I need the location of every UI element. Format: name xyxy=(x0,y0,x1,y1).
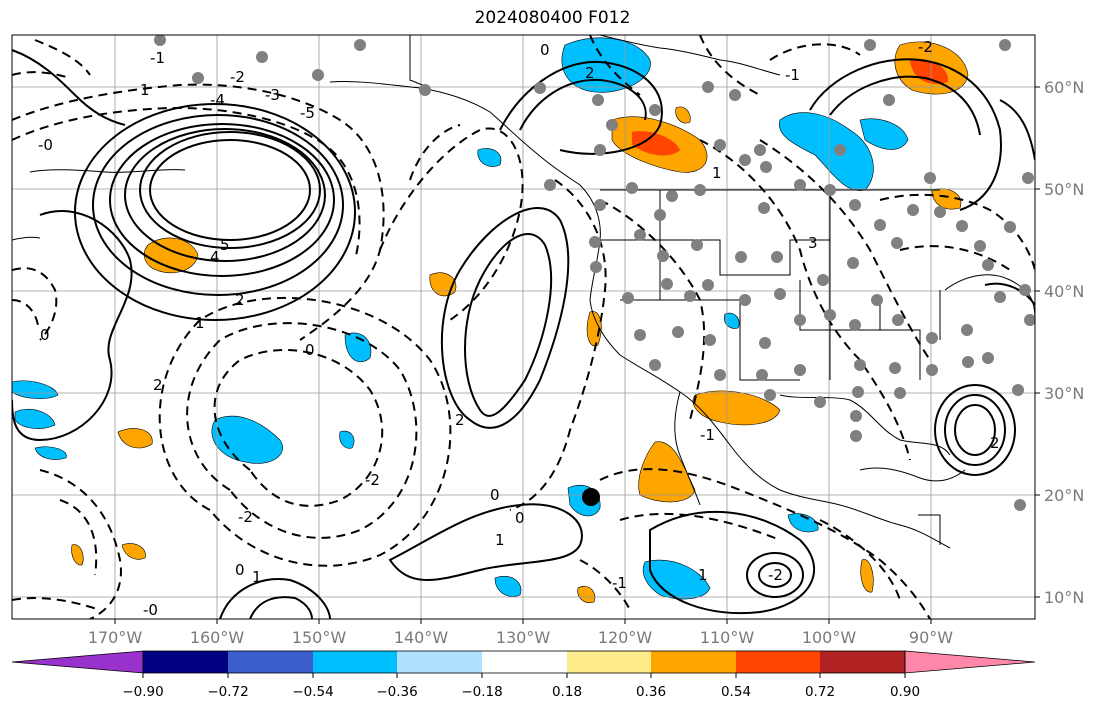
contour-label: 0 xyxy=(235,561,245,579)
contour-label: 2 xyxy=(153,376,163,394)
latitude-labels: 60°N 50°N 40°N 30°N 20°N 10°N xyxy=(1044,78,1084,607)
contour-label: 2 xyxy=(990,434,1000,452)
colorbar-segment xyxy=(143,651,228,673)
colorbar-tick-label: −0.72 xyxy=(207,684,248,700)
colorbar-tick-label: −0.36 xyxy=(376,684,417,700)
contour-label: 3 xyxy=(808,234,818,252)
lat-label: 20°N xyxy=(1044,486,1084,505)
contour-label: 1 xyxy=(140,81,150,99)
contour-label: 0 xyxy=(515,509,525,527)
contour-labels: 0 -1 -2 -3 -4 -5 1 2 4 5 -0 0 1 2 0 1 2 … xyxy=(38,38,1000,619)
colorbar-tick-label: 0.54 xyxy=(721,684,751,700)
contour-label: -1 xyxy=(785,66,800,84)
lat-label: 60°N xyxy=(1044,78,1084,97)
lon-label: 160°W xyxy=(190,628,245,647)
colorbar-segment xyxy=(482,651,567,673)
colorbar-tick-label: 0.36 xyxy=(636,684,666,700)
contour-label: 2 xyxy=(455,411,465,429)
colorbar-segment xyxy=(228,651,313,673)
contour-label: 1 xyxy=(495,531,505,549)
contour-label: -1 xyxy=(612,574,627,592)
map-plot-area: 0 -1 -2 -3 -4 -5 1 2 4 5 -0 0 1 2 0 1 2 … xyxy=(12,35,1035,619)
contour-label: -0 xyxy=(143,601,158,619)
lat-label: 40°N xyxy=(1044,282,1084,301)
storm-center-marker xyxy=(582,488,600,506)
lon-label: 130°W xyxy=(496,628,551,647)
contour-label: 0 xyxy=(540,41,550,59)
axis-ticks xyxy=(114,86,1040,624)
contour-label: 2 xyxy=(235,291,245,309)
contour-label: -0 xyxy=(38,136,53,154)
colorbar-tick-label: −0.90 xyxy=(122,684,163,700)
colorbar-extend-low xyxy=(11,650,144,674)
lon-label: 90°W xyxy=(909,628,953,647)
colorbar-segment xyxy=(736,651,820,673)
colorbar-tick-label: 0.90 xyxy=(890,684,920,700)
lon-label: 110°W xyxy=(700,628,755,647)
colorbar-extend-high xyxy=(904,650,1036,674)
colorbar-segment xyxy=(397,651,482,673)
contour-label: 5 xyxy=(220,236,230,254)
contour-label: 0 xyxy=(305,341,315,359)
colorbar-tick-label: −0.18 xyxy=(461,684,502,700)
lon-label: 170°W xyxy=(88,628,143,647)
solid-contours xyxy=(12,49,1035,619)
colorbar-tick-label: 0.18 xyxy=(552,684,582,700)
contour-label: -2 xyxy=(918,38,933,56)
lat-label: 30°N xyxy=(1044,384,1084,403)
lat-label: 50°N xyxy=(1044,180,1084,199)
observation-markers xyxy=(154,35,1035,511)
colorbar-segment xyxy=(651,651,736,673)
contour-label: 2 xyxy=(585,64,595,82)
contour-label: 1 xyxy=(252,568,262,586)
contour-label: 0 xyxy=(490,486,500,504)
contour-label: -5 xyxy=(300,104,315,122)
contour-label: -4 xyxy=(210,91,225,109)
contour-label: -1 xyxy=(700,426,715,444)
lon-label: 120°W xyxy=(598,628,653,647)
contour-label: -2 xyxy=(238,508,253,526)
lon-label: 100°W xyxy=(802,628,857,647)
colorbar-segment xyxy=(820,651,905,673)
contour-label: 0 xyxy=(40,326,50,344)
contour-label: 1 xyxy=(698,566,708,584)
colorbar-segment xyxy=(567,651,651,673)
anomaly-shading xyxy=(12,37,969,603)
colorbar-tick-label: −0.54 xyxy=(292,684,333,700)
colorbar: −0.90 −0.72 −0.54 −0.36 −0.18 0.18 0.36 … xyxy=(11,650,1036,700)
colorbar-segment xyxy=(313,651,397,673)
contour-label: 1 xyxy=(195,314,205,332)
contour-label: -2 xyxy=(230,68,245,86)
longitude-labels: 170°W 160°W 150°W 140°W 130°W 120°W 110°… xyxy=(88,628,953,647)
contour-label: -2 xyxy=(768,566,783,584)
contour-label: -3 xyxy=(265,86,280,104)
lon-label: 140°W xyxy=(394,628,449,647)
colorbar-tick-label: 0.72 xyxy=(805,684,835,700)
contour-label: 4 xyxy=(210,248,220,266)
lon-label: 150°W xyxy=(292,628,347,647)
contour-label: 1 xyxy=(712,164,722,182)
lat-label: 10°N xyxy=(1044,588,1084,607)
dashed-contours xyxy=(12,35,1035,619)
contour-label: -1 xyxy=(150,49,165,67)
contour-label: -2 xyxy=(365,471,380,489)
map-title: 2024080400 F012 xyxy=(474,8,631,28)
